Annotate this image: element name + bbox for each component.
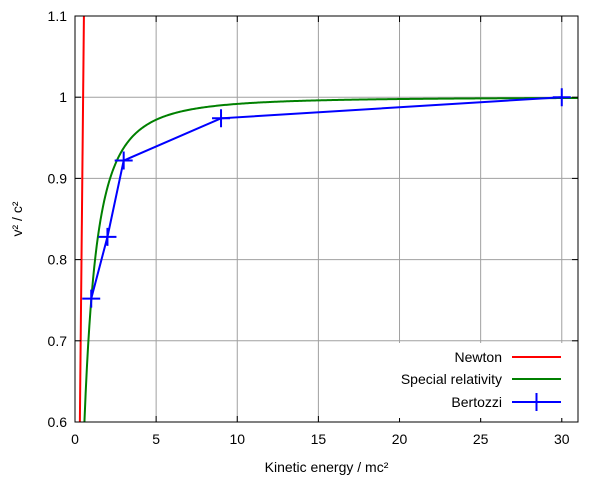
tick-labels: 0 5 10 15 20 25 30 0.6 0.7 0.8 0.9 1 1.1 <box>48 8 570 447</box>
x-tick-label: 5 <box>152 431 160 447</box>
legend-label-special-relativity: Special relativity <box>401 371 502 387</box>
grid-lines <box>75 16 578 422</box>
legend-label-bertozzi: Bertozzi <box>451 394 502 410</box>
x-tick-label: 30 <box>554 431 570 447</box>
x-tick-label: 15 <box>311 431 327 447</box>
legend-background <box>388 343 574 418</box>
x-tick-label: 0 <box>71 431 79 447</box>
x-tick-label: 10 <box>229 431 245 447</box>
y-tick-label: 0.6 <box>48 414 68 430</box>
data-point-bertozzi <box>212 109 231 128</box>
legend: Newton Special relativity Bertozzi <box>388 343 574 418</box>
data-point-bertozzi <box>552 88 571 107</box>
x-tick-label: 20 <box>392 431 408 447</box>
data-point-bertozzi <box>82 289 101 308</box>
data-point-bertozzi <box>114 151 133 170</box>
y-tick-label: 0.8 <box>48 252 68 268</box>
series-layer <box>78 16 578 422</box>
series-line-special-relativity <box>83 96 578 422</box>
series-line-newton <box>78 16 85 422</box>
y-tick-label: 1 <box>59 89 67 105</box>
plot-frame <box>74 15 579 423</box>
y-tick-label: 0.7 <box>48 333 68 349</box>
x-axis-title: Kinetic energy / mc² <box>265 459 389 475</box>
y-axis-title: v² / c² <box>9 201 25 236</box>
x-tick-label: 25 <box>473 431 489 447</box>
y-tick-label: 0.9 <box>48 170 68 186</box>
legend-marker-bertozzi <box>527 393 546 411</box>
legend-label-newton: Newton <box>455 349 502 365</box>
series-line-bertozzi <box>90 96 562 299</box>
tick-marks <box>74 15 578 423</box>
data-point-bertozzi <box>98 227 117 246</box>
y-tick-label: 1.1 <box>48 8 68 24</box>
